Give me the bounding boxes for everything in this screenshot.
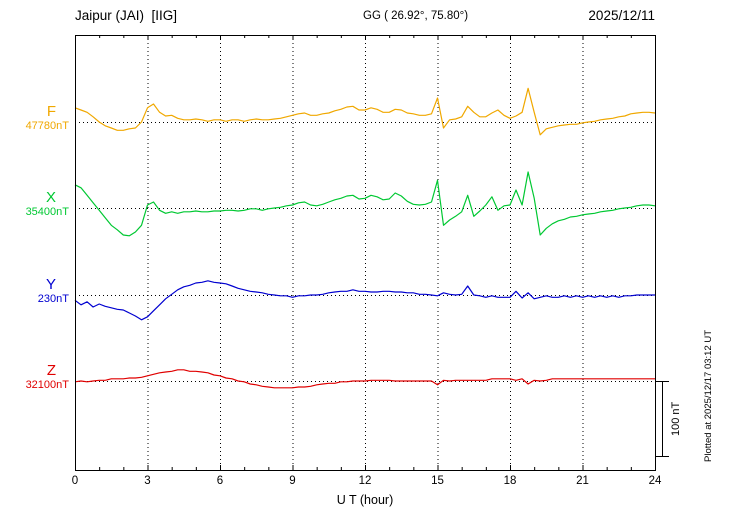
trace-Y — [74, 280, 655, 321]
component-baseline-Y: 230nT — [37, 293, 69, 305]
series-label-F: F 47780nT — [0, 104, 70, 133]
x-tick-label: 6 — [216, 475, 224, 487]
geographic-coords: GG ( 26.92°, 75.80°) — [363, 10, 469, 22]
component-baseline-F: 47780nT — [25, 120, 69, 132]
station-title: Jaipur (JAI) [IIG] — [75, 8, 178, 23]
plot-frame — [75, 35, 656, 471]
component-name-F: F — [46, 103, 56, 120]
plotted-at-note: Plotted at 2025/12/17 03:12 UT — [703, 329, 714, 463]
x-tick-label: 0 — [71, 475, 79, 487]
plot-date: 2025/12/11 — [588, 8, 655, 23]
scale-bar-label: 100 nT — [670, 401, 682, 437]
trace-X — [74, 171, 656, 237]
series-label-Y: Y 230nT — [0, 277, 70, 306]
x-axis-label: U T (hour) — [336, 493, 394, 507]
series-label-X: X 35400nT — [0, 190, 70, 219]
x-tick-label: 9 — [289, 475, 296, 487]
component-name-X: X — [45, 189, 56, 206]
series-label-Z: Z 32100nT — [0, 363, 70, 392]
x-tick-label: 21 — [576, 475, 589, 487]
component-baseline-Z: 32100nT — [25, 379, 69, 391]
component-name-Y: Y — [45, 276, 56, 293]
component-baseline-X: 35400nT — [25, 206, 69, 218]
trace-Z — [74, 369, 655, 389]
x-tick-label: 3 — [144, 475, 151, 487]
x-tick-label: 18 — [503, 475, 517, 487]
x-tick-label: 15 — [431, 475, 444, 487]
x-tick-label: 12 — [358, 475, 372, 487]
x-tick-label: 24 — [648, 475, 662, 487]
x-axis-ticks: 0 3 6 9 12 15 18 21 24 — [0, 475, 730, 489]
trace-F — [74, 87, 656, 136]
component-name-Z: Z — [46, 362, 56, 379]
